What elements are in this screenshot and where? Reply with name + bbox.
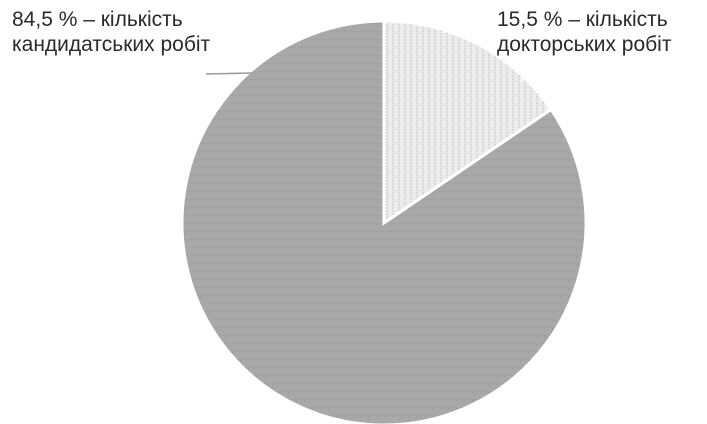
- pie-slice-doctoral: [382, 19, 554, 226]
- slice-label-candidate-line-2: кандидатських робіт: [12, 33, 211, 56]
- slice-label-doctoral-line-1: 15,5 % – кількість: [497, 8, 668, 31]
- slice-label-doctoral-line-2: докторських робіт: [497, 33, 672, 56]
- pie-slice-candidate: [180, 19, 588, 424]
- slice-label-doctoral: 15,5 % – кількість докторських робіт: [497, 8, 672, 56]
- slice-label-candidate-line-1: 84,5 % – кількість: [12, 8, 183, 31]
- leader-lines: [205, 72, 523, 83]
- leader-line-candidate: [205, 72, 252, 75]
- pie-slices: [180, 19, 588, 424]
- slice-label-candidate: 84,5 % – кількість кандидатських робіт: [12, 8, 211, 56]
- slice-labels: 15,5 % – кількість докторських робіт 84,5 …: [12, 8, 672, 56]
